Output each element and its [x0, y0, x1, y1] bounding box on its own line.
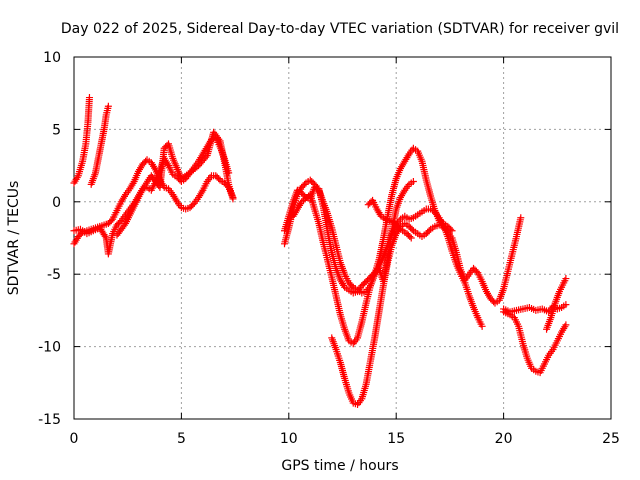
x-tick-labels: 0 5 10 15 20 25: [70, 431, 620, 447]
x-tick-label: 15: [387, 431, 405, 447]
data-point: [447, 225, 455, 233]
y-axis-label: SDTVAR / TECUs: [6, 181, 22, 296]
data-point: [407, 234, 415, 242]
data-point: [101, 232, 109, 240]
x-tick-label: 5: [177, 431, 186, 447]
data-point: [472, 267, 480, 275]
y-tick-label: 0: [52, 195, 61, 211]
data-point: [406, 233, 414, 241]
data-point: [85, 94, 93, 102]
data-point: [517, 214, 525, 222]
data-point: [409, 178, 417, 186]
x-axis-label: GPS time / hours: [281, 458, 398, 474]
data-point: [215, 175, 223, 183]
x-tick-label: 20: [495, 431, 513, 447]
data-point: [562, 275, 570, 283]
data-point: [562, 321, 570, 329]
data-point: [107, 217, 115, 225]
data-point: [348, 282, 356, 290]
axis-ticks: [73, 56, 612, 420]
data-point: [301, 180, 309, 188]
y-tick-label: -10: [38, 340, 61, 356]
x-tick-label: 10: [280, 431, 298, 447]
data-point: [425, 227, 433, 235]
data-point: [408, 225, 416, 233]
y-tick-label: -5: [47, 267, 61, 283]
data-point: [562, 301, 570, 309]
y-tick-label: 10: [43, 50, 61, 66]
y-tick-labels: 10 5 0 -5 -10 -15: [38, 50, 61, 428]
y-tick-label: -15: [38, 412, 61, 428]
data-point: [193, 163, 201, 171]
data-point: [202, 153, 210, 161]
data-point: [120, 221, 128, 229]
chart-title: Day 022 of 2025, Sidereal Day-to-day VTE…: [61, 21, 619, 37]
data-point: [229, 195, 237, 203]
x-tick-label: 25: [602, 431, 620, 447]
data-point: [104, 102, 112, 110]
x-tick-label: 0: [70, 431, 79, 447]
data-points: [70, 94, 570, 409]
y-tick-label: 5: [52, 122, 61, 138]
data-point: [478, 322, 486, 330]
data-point: [448, 227, 456, 235]
